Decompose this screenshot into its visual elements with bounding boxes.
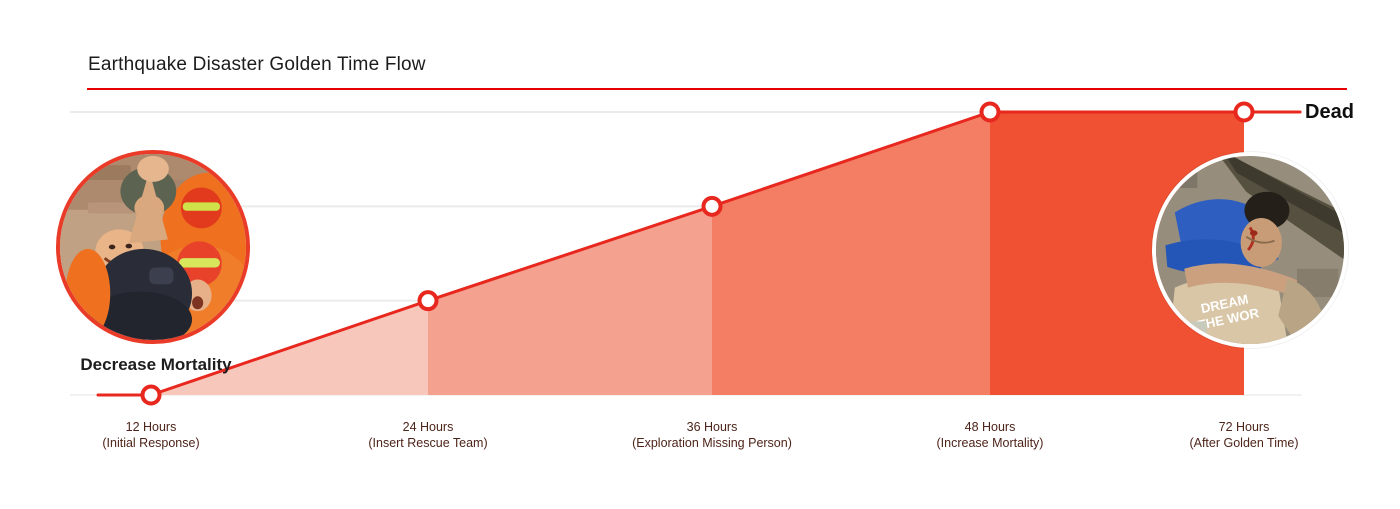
- photo-injured-survivor: DREAM THE WOR: [1152, 152, 1348, 348]
- data-point-marker-12-hours: [140, 384, 162, 406]
- injured-survivor-illustration: DREAM THE WOR: [1156, 156, 1344, 344]
- area-segment-3: [712, 112, 990, 395]
- data-point-marker-48-hours: [979, 101, 1001, 123]
- page-title: Earthquake Disaster Golden Time Flow: [88, 54, 426, 75]
- rescue-team-illustration: [60, 154, 246, 340]
- end-annotation-dead: Dead: [1305, 101, 1354, 123]
- start-annotation-decrease-mortality: Decrease Mortality: [80, 355, 232, 374]
- area-segments: [151, 112, 1244, 395]
- data-point-marker-24-hours: [417, 290, 439, 312]
- x-axis-label-12h-sub: (Initial Response): [102, 435, 200, 450]
- x-axis-label-48h: 48 Hours (Increase Mortality): [870, 420, 1110, 451]
- x-axis-label-24h: 24 Hours (Insert Rescue Team): [308, 420, 548, 451]
- x-axis-label-36h: 36 Hours (Exploration Missing Person): [592, 420, 832, 451]
- title-underline: [87, 88, 1347, 90]
- x-axis-label-48h-hours: 48 Hours: [964, 420, 1016, 434]
- data-point-marker-72-hours: [1233, 101, 1255, 123]
- x-axis-label-24h-sub: (Insert Rescue Team): [368, 435, 488, 450]
- x-axis-label-72h: 72 Hours (After Golden Time): [1124, 420, 1364, 451]
- area-segment-2: [428, 206, 712, 395]
- x-axis-label-12h-hours: 12 Hours: [125, 420, 177, 434]
- x-axis-label-36h-hours: 36 Hours: [686, 420, 738, 434]
- x-axis-label-12h: 12 Hours (Initial Response): [31, 420, 271, 451]
- data-point-marker-36-hours: [701, 195, 723, 217]
- x-axis-label-36h-sub: (Exploration Missing Person): [632, 435, 792, 450]
- x-axis-label-72h-hours: 72 Hours: [1218, 420, 1270, 434]
- x-axis-label-24h-hours: 24 Hours: [402, 420, 454, 434]
- data-point-markers: [140, 101, 1255, 406]
- x-axis-label-72h-sub: (After Golden Time): [1189, 435, 1299, 450]
- x-axis-label-48h-sub: (Increase Mortality): [936, 435, 1044, 450]
- photo-rescue-team: [56, 150, 250, 344]
